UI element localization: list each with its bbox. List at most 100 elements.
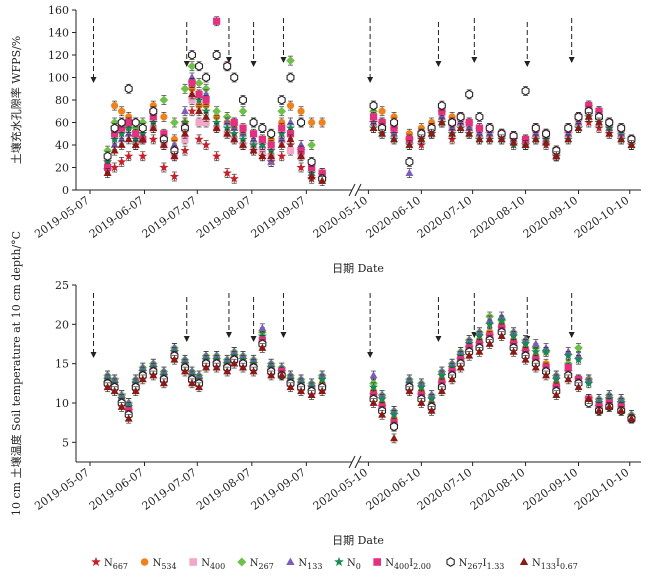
data-point bbox=[573, 354, 584, 364]
data-point bbox=[437, 386, 446, 395]
data-point bbox=[277, 128, 287, 138]
legend-item: N534 bbox=[140, 558, 177, 571]
data-point bbox=[195, 106, 204, 115]
data-point bbox=[318, 386, 327, 395]
data-point bbox=[212, 50, 221, 60]
data-point bbox=[521, 86, 530, 96]
data-point bbox=[278, 118, 286, 127]
data-point bbox=[124, 123, 134, 133]
data-point bbox=[574, 343, 583, 353]
legend-item: N0 bbox=[334, 556, 361, 571]
data-point bbox=[378, 410, 387, 418]
data-point bbox=[188, 79, 196, 87]
data-point bbox=[456, 363, 465, 371]
data-point bbox=[378, 118, 386, 127]
data-point bbox=[475, 135, 484, 143]
data-point bbox=[521, 355, 530, 363]
data-point bbox=[110, 146, 119, 154]
y-axis-label: 土壤充水孔隙率 WFPS/% bbox=[9, 36, 23, 165]
legend-marker bbox=[334, 556, 344, 567]
x-axis-label: 日期 Date bbox=[332, 262, 384, 275]
data-point bbox=[369, 398, 378, 406]
data-point bbox=[258, 147, 266, 155]
data-point bbox=[465, 118, 473, 127]
data-point bbox=[627, 414, 636, 422]
data-point bbox=[160, 113, 168, 121]
data-point bbox=[448, 129, 457, 137]
data-point bbox=[378, 107, 386, 115]
data-point bbox=[267, 157, 276, 165]
fertilization-arrowhead bbox=[225, 332, 232, 338]
data-point bbox=[318, 176, 327, 184]
data-point bbox=[318, 118, 326, 127]
legend-label: N400I2.00 bbox=[385, 558, 431, 571]
data-point bbox=[564, 123, 573, 133]
data-point bbox=[277, 106, 287, 116]
legend-item: N400 bbox=[189, 558, 225, 571]
data-point bbox=[102, 157, 113, 166]
data-point bbox=[103, 151, 112, 161]
data-point bbox=[249, 367, 258, 375]
data-point bbox=[159, 140, 168, 148]
data-point bbox=[369, 113, 378, 121]
data-point bbox=[180, 145, 190, 155]
x-axis-label: 日期 Date bbox=[332, 534, 384, 547]
data-point bbox=[230, 72, 239, 83]
data-point bbox=[286, 102, 295, 110]
legend-item: N133I0.67 bbox=[519, 557, 578, 571]
data-point bbox=[448, 117, 457, 128]
legend-item: N267I1.33 bbox=[446, 557, 504, 571]
data-point bbox=[286, 56, 295, 65]
legend-item: N400I2.00 bbox=[373, 558, 431, 571]
data-point bbox=[138, 123, 147, 133]
axis-break bbox=[348, 183, 362, 197]
data-point bbox=[605, 117, 614, 128]
data-point bbox=[258, 323, 267, 332]
x-tick-label: 2019-06-07 bbox=[87, 194, 146, 241]
data-point bbox=[297, 147, 305, 155]
data-point bbox=[286, 147, 295, 155]
data-point bbox=[465, 89, 474, 99]
data-point bbox=[377, 394, 387, 403]
data-point bbox=[285, 123, 296, 133]
data-point bbox=[475, 347, 484, 355]
data-point bbox=[531, 347, 541, 356]
data-point bbox=[307, 140, 316, 150]
data-point bbox=[230, 135, 239, 143]
data-point bbox=[149, 113, 157, 121]
x-tick-label: 2020-08-10 bbox=[468, 466, 527, 513]
x-tick-label: 2020-10-10 bbox=[572, 466, 631, 513]
data-point bbox=[485, 319, 495, 329]
data-point bbox=[369, 123, 378, 132]
data-point bbox=[110, 123, 119, 133]
y-tick-label: 60 bbox=[55, 117, 69, 130]
data-point bbox=[124, 135, 133, 143]
y-tick-label: 100 bbox=[48, 72, 69, 85]
data-point bbox=[181, 135, 189, 143]
data-point bbox=[369, 371, 378, 379]
data-point bbox=[248, 140, 259, 149]
x-tick-label: 2020-05-10 bbox=[311, 194, 370, 241]
data-point bbox=[475, 112, 484, 122]
data-point bbox=[267, 151, 276, 160]
data-point bbox=[286, 382, 295, 391]
x-tick-label: 2020-08-10 bbox=[468, 194, 527, 241]
y-tick-label: 160 bbox=[48, 4, 69, 17]
legend-marker bbox=[189, 558, 197, 566]
data-point bbox=[465, 129, 474, 137]
data-point bbox=[390, 135, 398, 143]
x-tick-label: 2019-05-07 bbox=[32, 194, 91, 241]
data-point bbox=[212, 151, 222, 161]
data-point bbox=[124, 84, 133, 94]
data-point bbox=[286, 72, 295, 83]
data-point bbox=[564, 364, 572, 372]
data-point bbox=[124, 414, 133, 422]
data-point bbox=[103, 163, 112, 172]
data-point bbox=[285, 140, 296, 149]
legend-label: N267 bbox=[250, 558, 274, 571]
data-point bbox=[267, 371, 276, 379]
series-N267I1.33 bbox=[103, 50, 636, 184]
data-point bbox=[427, 406, 436, 414]
fertilization-arrowhead bbox=[250, 61, 257, 67]
data-point bbox=[296, 162, 306, 172]
